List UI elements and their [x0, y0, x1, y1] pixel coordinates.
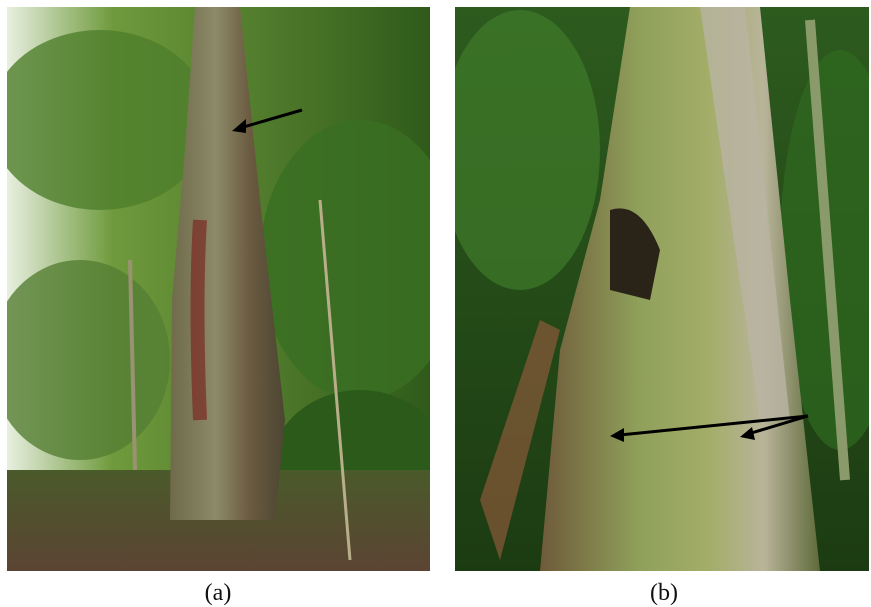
- photo-a: [7, 7, 430, 571]
- panel-label: (b): [650, 580, 678, 606]
- photo-b: [455, 7, 869, 571]
- panel-label: (a): [205, 580, 232, 606]
